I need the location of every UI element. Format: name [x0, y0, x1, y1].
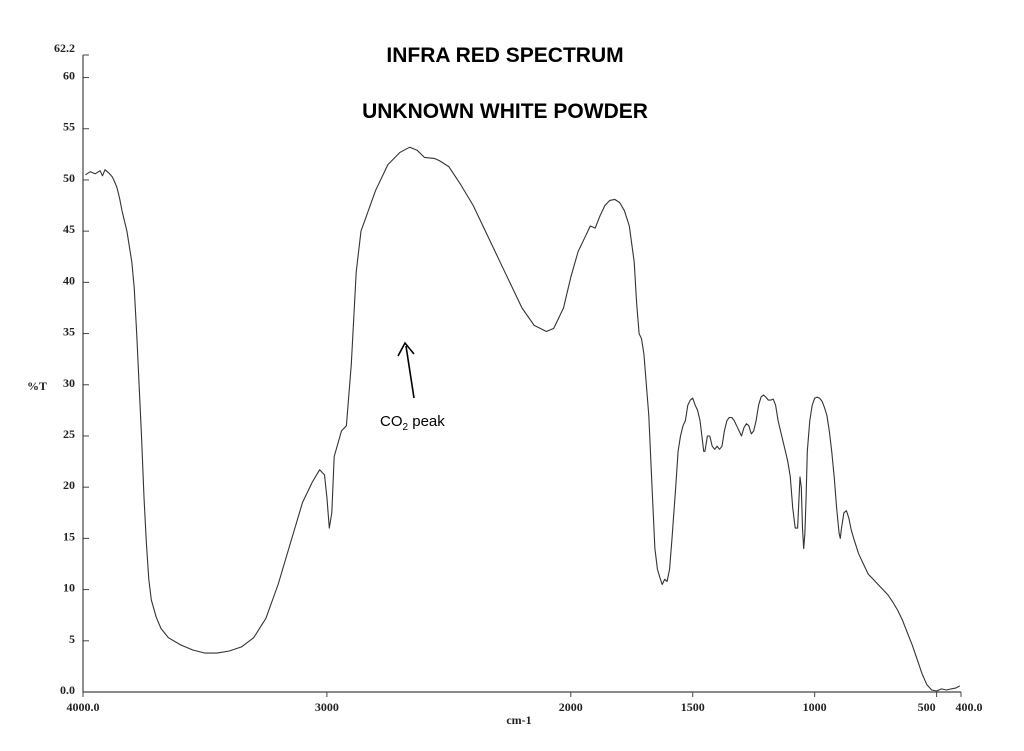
x-axis-ticks: 4000.0 3000 2000 1500 1000 500 400.0 [67, 692, 983, 714]
annotation-arrowhead [397, 341, 415, 357]
y-tick-label: 62.2 [54, 41, 75, 55]
y-tick-label: 40 [63, 273, 75, 287]
y-tick-label: 35 [63, 325, 75, 339]
x-tick-label: 1500 [681, 700, 705, 714]
annotation-label-main: CO [380, 413, 403, 430]
y-tick-label: 10 [63, 581, 75, 595]
x-tick-label: 1000 [803, 700, 827, 714]
chart-subtitle: UNKNOWN WHITE POWDER [362, 100, 648, 123]
x-tick-label: 4000.0 [67, 700, 100, 714]
y-tick-label: 30 [63, 376, 75, 390]
y-tick-label: 0.0 [60, 683, 75, 697]
y-tick-label: 20 [63, 478, 75, 492]
x-axis-label: cm-1 [506, 713, 531, 727]
annotation-arrow [405, 345, 415, 399]
y-tick-label: 25 [63, 427, 75, 441]
x-tick-label: 2000 [559, 700, 583, 714]
x-tick-label: 400.0 [956, 700, 983, 714]
y-tick-label: 50 [63, 171, 75, 185]
y-tick-label: 5 [69, 632, 75, 646]
y-axis-label: %T [27, 379, 47, 393]
chart-title: INFRA RED SPECTRUM [386, 44, 623, 67]
y-tick-label: 15 [63, 529, 75, 543]
y-tick-label: 45 [63, 222, 75, 236]
x-tick-label: 3000 [315, 700, 339, 714]
annotation-label: CO2 peak [380, 413, 445, 433]
spectrum-line [85, 146, 961, 692]
y-tick-label: 55 [63, 120, 75, 134]
y-tick-label: 60 [63, 69, 75, 83]
annotation-label-subscript: 2 [403, 422, 409, 433]
y-axis-ticks: 0.0 5 10 15 20 25 30 35 40 45 50 55 60 62.2 [54, 41, 89, 697]
x-tick-label: 500 [918, 700, 936, 714]
annotation-label-suffix: peak [408, 413, 445, 430]
co2-peak-annotation: CO2 peak [380, 341, 445, 433]
